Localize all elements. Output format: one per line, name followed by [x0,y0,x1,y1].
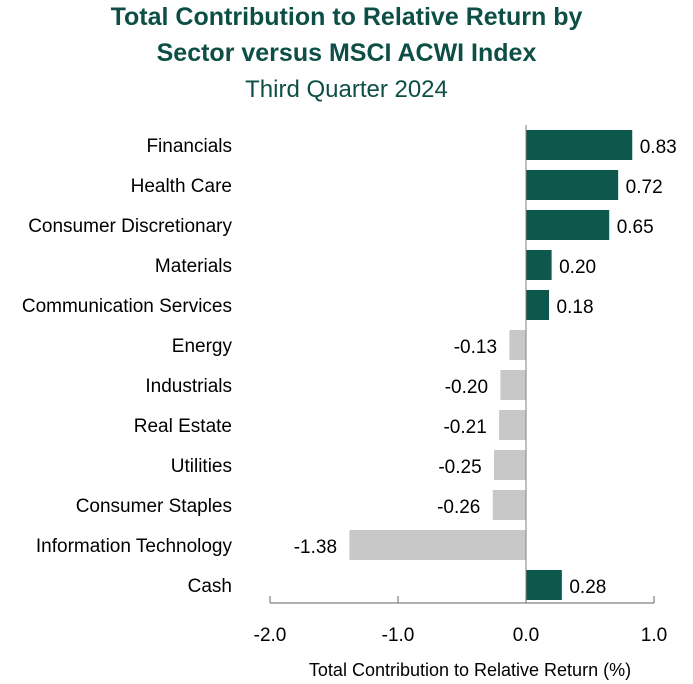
bar-materials [526,250,552,280]
bar-consumer-staples [492,490,526,520]
data-label: 0.72 [626,177,663,198]
data-label: -0.26 [437,497,480,518]
category-label: Health Care [131,176,232,197]
category-label: Communication Services [22,296,232,317]
category-label: Information Technology [36,536,233,557]
category-label: Financials [146,136,232,157]
chart-title-line-1: Total Contribution to Relative Return by [110,3,583,31]
x-tick-label: -1.0 [382,625,415,646]
bar-industrials [500,370,526,400]
data-label: -0.21 [443,417,486,438]
category-label: Energy [172,336,233,357]
x-tick-label: 1.0 [641,625,667,646]
data-label: -0.13 [454,337,497,358]
bar-health-care [526,170,619,200]
data-label: 0.20 [559,257,596,278]
category-label: Cash [188,576,232,597]
data-label: -1.38 [294,537,337,558]
bar-energy [509,330,526,360]
data-label: -0.20 [445,377,488,398]
x-axis-title: Total Contribution to Relative Return (%… [309,660,631,680]
category-label: Utilities [171,456,232,477]
bar-information-technology [349,530,526,560]
data-label: 0.83 [640,137,677,158]
bar-cash [526,570,562,600]
data-label: -0.25 [438,457,481,478]
bar-consumer-discretionary [526,210,610,240]
bar-communication-services [526,290,550,320]
x-tick-label: 0.0 [513,625,539,646]
data-label: 0.28 [569,577,606,598]
category-label: Real Estate [134,416,232,437]
chart-subtitle: Third Quarter 2024 [245,76,448,103]
data-label: 0.65 [617,217,654,238]
bar-real-estate [499,410,526,440]
category-label: Industrials [145,376,232,397]
x-tick-label: -2.0 [254,625,287,646]
bar-financials [526,130,633,160]
category-label: Consumer Discretionary [28,216,232,237]
bar-utilities [494,450,526,480]
chart-title-line-2: Sector versus MSCI ACWI Index [156,39,537,67]
data-label: 0.18 [557,297,594,318]
category-label: Consumer Staples [76,496,232,517]
category-label: Materials [155,256,232,277]
